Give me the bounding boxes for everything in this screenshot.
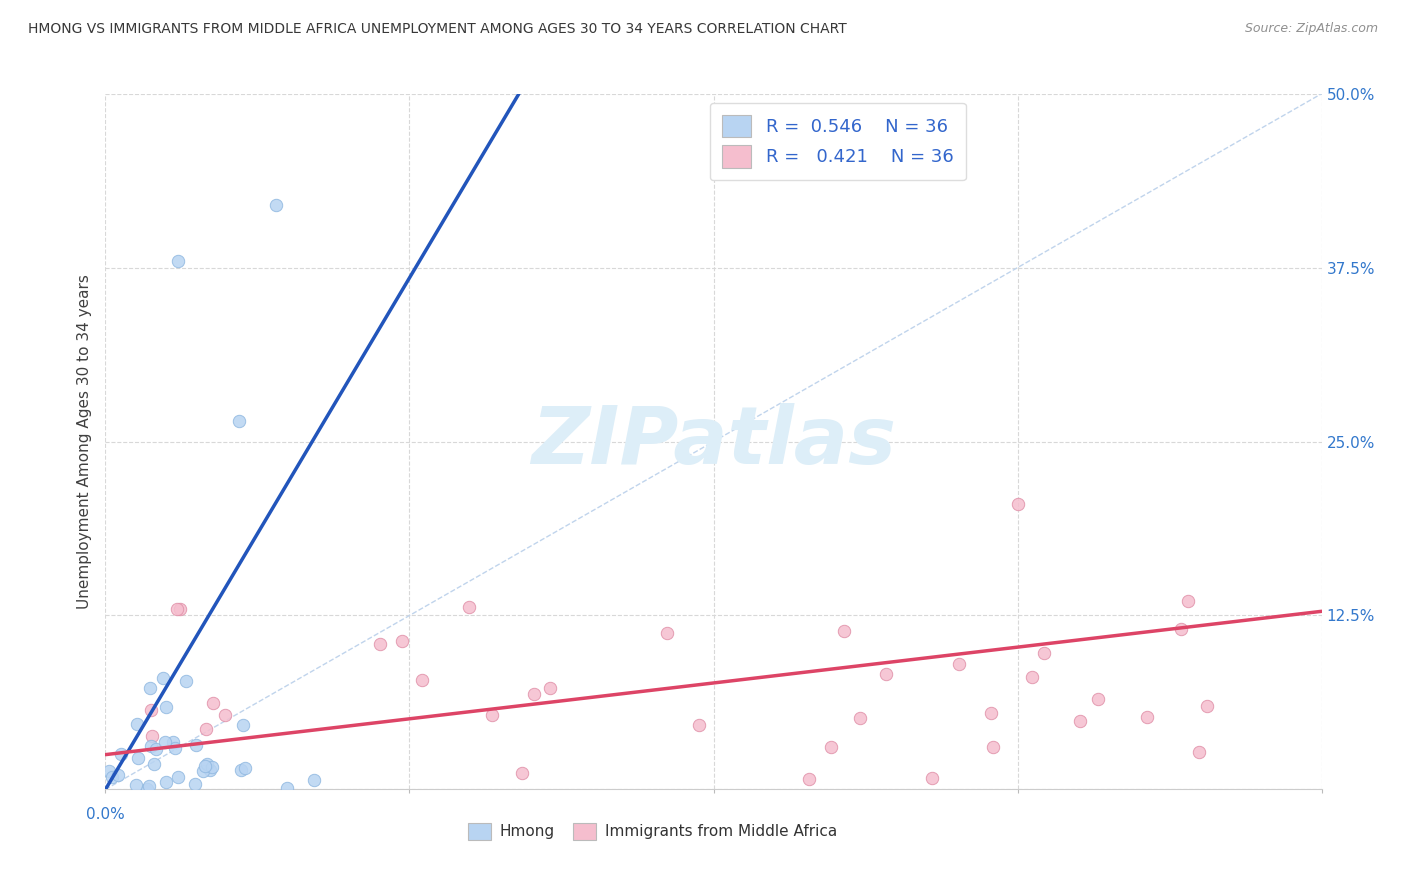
Point xyxy=(233,761,256,775)
Point xyxy=(232,718,254,732)
Point xyxy=(174,674,197,689)
Point xyxy=(167,253,190,268)
Point xyxy=(688,718,710,732)
Legend: Hmong, Immigrants from Middle Africa: Hmong, Immigrants from Middle Africa xyxy=(460,815,845,848)
Point xyxy=(97,764,120,778)
Point xyxy=(184,738,207,752)
Point xyxy=(138,779,160,793)
Point xyxy=(391,634,413,648)
Point xyxy=(481,707,503,722)
Point xyxy=(166,770,188,784)
Point xyxy=(921,771,943,785)
Point xyxy=(110,747,132,762)
Point xyxy=(1021,670,1043,684)
Point xyxy=(194,759,217,773)
Point xyxy=(538,681,561,696)
Point xyxy=(832,624,855,638)
Point xyxy=(166,602,188,616)
Point xyxy=(1188,745,1211,759)
Point xyxy=(139,739,162,754)
Point xyxy=(1177,594,1199,608)
Point xyxy=(165,741,187,756)
Point xyxy=(1033,646,1056,660)
Point xyxy=(457,599,479,614)
Point xyxy=(1007,497,1029,511)
Point xyxy=(152,671,174,685)
Point xyxy=(127,751,149,765)
Point xyxy=(107,768,129,782)
Text: Source: ZipAtlas.com: Source: ZipAtlas.com xyxy=(1244,22,1378,36)
Point xyxy=(512,765,534,780)
Y-axis label: Unemployment Among Ages 30 to 34 years: Unemployment Among Ages 30 to 34 years xyxy=(76,274,91,609)
Point xyxy=(162,735,184,749)
Point xyxy=(229,764,252,778)
Point xyxy=(875,667,897,681)
Point xyxy=(370,636,392,650)
Text: ZIPatlas: ZIPatlas xyxy=(531,402,896,481)
Point xyxy=(141,703,163,717)
Point xyxy=(1170,623,1192,637)
Point xyxy=(191,764,214,778)
Point xyxy=(1135,710,1157,724)
Point xyxy=(195,756,218,771)
Point xyxy=(657,626,679,640)
Point xyxy=(198,763,221,777)
Point xyxy=(981,739,1004,754)
Point xyxy=(125,716,148,731)
Point xyxy=(169,601,191,615)
Point xyxy=(141,729,163,743)
Point xyxy=(155,700,177,714)
Point xyxy=(523,687,546,701)
Point xyxy=(1069,714,1091,728)
Point xyxy=(155,775,177,789)
Point xyxy=(139,681,162,696)
Point xyxy=(184,777,207,791)
Point xyxy=(276,780,298,795)
Point xyxy=(411,673,433,687)
Point xyxy=(145,742,167,756)
Point xyxy=(980,706,1002,720)
Point xyxy=(820,739,842,754)
Point xyxy=(142,756,165,771)
Point xyxy=(304,773,326,788)
Point xyxy=(214,708,236,723)
Point xyxy=(948,657,970,672)
Point xyxy=(136,782,159,797)
Point xyxy=(195,723,218,737)
Point xyxy=(201,760,224,774)
Point xyxy=(1195,699,1218,714)
Point xyxy=(153,735,176,749)
Point xyxy=(264,198,287,212)
Point xyxy=(849,711,872,725)
Point xyxy=(202,696,225,710)
Text: 0.0%: 0.0% xyxy=(86,806,125,822)
Point xyxy=(1087,692,1109,706)
Point xyxy=(797,772,820,786)
Point xyxy=(228,414,250,428)
Text: HMONG VS IMMIGRANTS FROM MIDDLE AFRICA UNEMPLOYMENT AMONG AGES 30 TO 34 YEARS CO: HMONG VS IMMIGRANTS FROM MIDDLE AFRICA U… xyxy=(28,22,846,37)
Point xyxy=(101,770,124,784)
Point xyxy=(125,778,148,792)
